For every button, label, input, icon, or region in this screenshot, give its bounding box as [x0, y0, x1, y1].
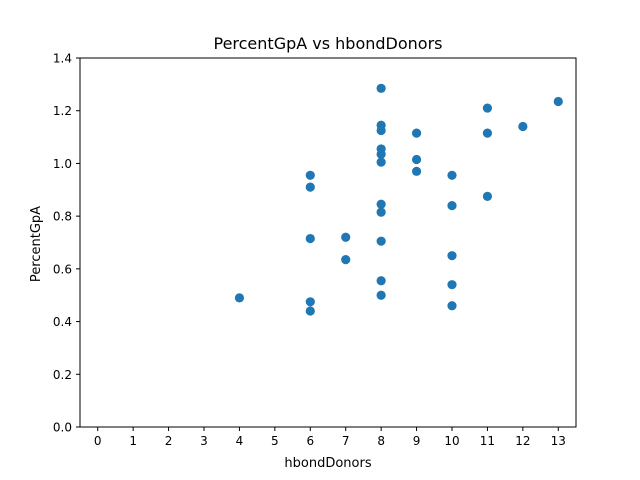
data-point [376, 149, 386, 159]
y-tick-label: 0.4 [53, 315, 72, 329]
data-point [234, 293, 245, 303]
data-point [305, 170, 315, 180]
data-point [376, 276, 386, 286]
data-point [482, 103, 493, 113]
data-point [447, 170, 457, 180]
data-point [411, 154, 422, 165]
x-tick-label: 8 [377, 434, 385, 448]
chart-title: PercentGpA vs hbondDonors [213, 34, 442, 53]
data-point [447, 201, 457, 211]
data-point [376, 157, 386, 167]
data-point [341, 232, 351, 242]
data-point [482, 128, 493, 138]
x-tick-label: 7 [342, 434, 350, 448]
y-tick-label: 0.8 [53, 210, 72, 224]
x-tick-label: 3 [200, 434, 208, 448]
y-tick-label: 1.4 [53, 52, 72, 66]
data-point [447, 280, 457, 290]
data-point [518, 121, 528, 132]
y-tick-label: 1.0 [53, 157, 72, 171]
y-axis-label: PercentGpA [29, 206, 44, 282]
data-point [376, 207, 386, 217]
x-tick-label: 5 [271, 434, 279, 448]
y-tick-label: 0.2 [53, 368, 72, 382]
data-point [482, 191, 493, 201]
data-point [376, 290, 386, 300]
x-axis-label: hbondDonors [284, 456, 371, 471]
data-point [376, 83, 386, 93]
data-point [447, 251, 457, 261]
data-point [341, 255, 351, 265]
data-point [411, 128, 422, 138]
x-tick-label: 0 [94, 434, 102, 448]
plot-frame [79, 57, 577, 428]
data-point [411, 166, 422, 176]
y-tick-label: 0.6 [53, 262, 72, 276]
data-point [376, 199, 386, 209]
data-point [305, 306, 315, 316]
y-tick-label: 0.0 [53, 421, 72, 435]
x-tick-label: 11 [480, 434, 495, 448]
y-tick-label: 1.2 [53, 104, 72, 118]
data-point [305, 182, 315, 192]
x-tick-label: 13 [551, 434, 566, 448]
x-tick-label: 1 [129, 434, 137, 448]
data-point [376, 125, 386, 136]
data-point [376, 236, 386, 246]
data-point [447, 301, 457, 311]
x-tick-label: 9 [413, 434, 421, 448]
data-point [305, 297, 315, 307]
x-tick-label: 2 [165, 434, 173, 448]
data-point [553, 96, 563, 107]
plot-area: 0 1 2 3 4 5 6 7 8 9 10 11 12 130.00.20.40.60.81.01.21… [53, 52, 577, 448]
data-point [305, 233, 315, 244]
x-tick-label: 12 [515, 434, 530, 448]
x-tick-label: 6 [306, 434, 314, 448]
x-tick-label: 4 [236, 434, 244, 448]
x-tick-label: 10 [444, 434, 459, 448]
